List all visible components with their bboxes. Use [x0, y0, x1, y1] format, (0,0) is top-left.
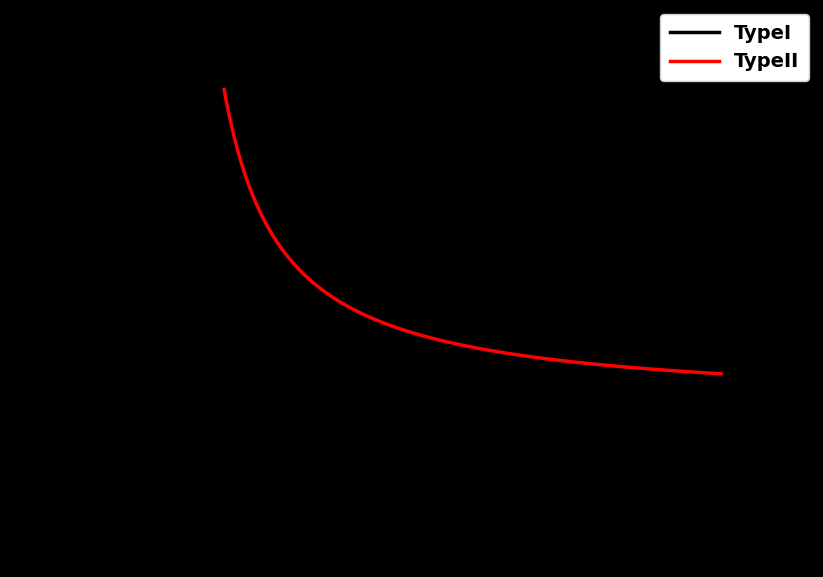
TypeII: [560, 358, 570, 365]
Line: TypeII: TypeII: [224, 89, 721, 374]
TypeII: [716, 370, 726, 377]
TypeII: [270, 235, 280, 242]
TypeI: [219, 285, 229, 292]
TypeII: [616, 363, 625, 370]
TypeII: [219, 86, 229, 93]
TypeII: [607, 362, 616, 369]
TypeII: [421, 333, 430, 340]
TypeI: [716, 285, 726, 292]
Legend: TypeI, TypeII: TypeI, TypeII: [660, 14, 809, 81]
TypeII: [438, 338, 448, 344]
